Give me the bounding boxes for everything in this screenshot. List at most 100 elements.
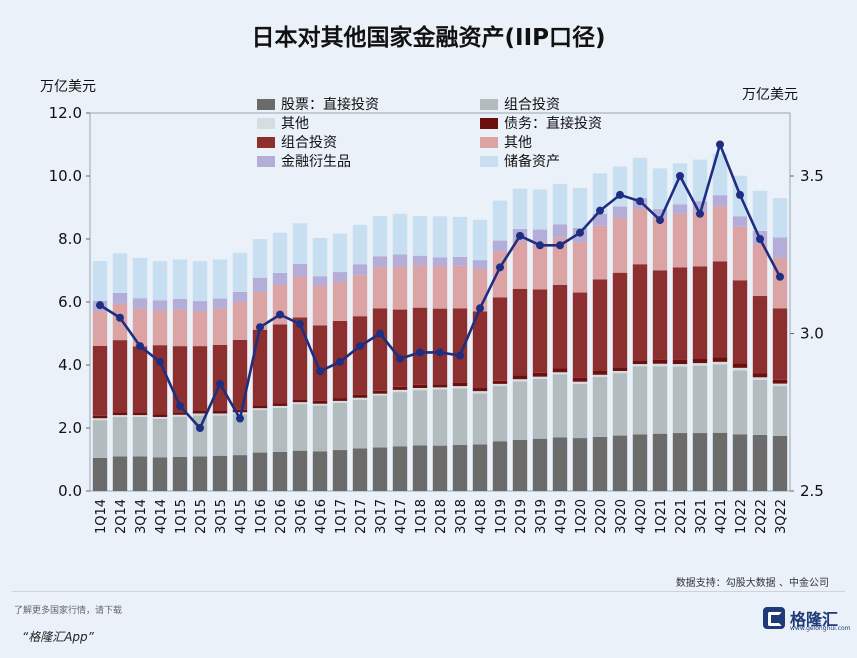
bar-segment xyxy=(512,381,528,440)
bar-segment xyxy=(112,340,128,413)
bar-segment xyxy=(692,433,708,491)
x-tick-label: 2Q21 xyxy=(674,499,689,534)
bar-segment xyxy=(652,363,668,367)
bar-segment xyxy=(192,413,208,416)
bar-segment xyxy=(112,412,128,416)
x-tick-label: 2Q17 xyxy=(354,499,369,534)
y-left-tick-label: 2.0 xyxy=(58,419,82,437)
bar-segment xyxy=(552,372,568,375)
bar-segment xyxy=(532,289,548,373)
bar-segment xyxy=(772,435,788,491)
x-tick-label: 2Q18 xyxy=(434,499,449,534)
legend-label: 债务：直接投资 xyxy=(504,115,602,132)
bar-segment xyxy=(312,276,328,286)
line-point xyxy=(296,320,304,329)
bar-segment xyxy=(92,261,108,301)
bar-segment xyxy=(372,267,388,309)
bar-segment xyxy=(172,309,188,347)
bar-segment xyxy=(272,403,288,406)
bar-segment xyxy=(112,415,128,417)
bar-segment xyxy=(152,457,168,491)
x-tick-label: 4Q17 xyxy=(394,499,409,534)
line-point xyxy=(636,197,644,206)
bar-segment xyxy=(312,451,328,491)
bar-segment xyxy=(412,307,428,385)
bar-segment xyxy=(592,376,608,437)
bar-segment xyxy=(412,216,428,256)
bar-segment xyxy=(292,404,308,451)
bar-segment xyxy=(752,379,768,435)
bar-segment xyxy=(332,450,348,491)
bar-segment xyxy=(492,240,508,252)
bar-segment xyxy=(312,403,328,406)
bar-segment xyxy=(432,384,448,388)
bar-segment xyxy=(312,325,328,401)
x-tick-label: 3Q17 xyxy=(374,499,389,534)
bar-segment xyxy=(132,257,148,299)
footer-divider xyxy=(12,591,845,592)
bar-segment xyxy=(732,370,748,435)
bar-segment xyxy=(752,434,768,491)
bar-segment xyxy=(132,415,148,417)
bar-segment xyxy=(752,377,768,380)
bar-segment xyxy=(212,415,228,456)
x-tick-label: 1Q17 xyxy=(334,499,349,534)
bar-segment xyxy=(592,225,608,280)
bar-segment xyxy=(232,414,248,456)
footer-app-name: “格隆汇App” xyxy=(22,630,94,644)
bar-segment xyxy=(112,456,128,491)
bar-segment xyxy=(212,308,228,345)
bar-segment xyxy=(232,339,248,410)
legend-label: 其他 xyxy=(504,135,532,151)
line-point xyxy=(256,323,264,332)
x-tick-label: 1Q14 xyxy=(94,499,109,534)
bar-segment xyxy=(172,456,188,491)
bar-segment xyxy=(432,387,448,390)
bar-segment xyxy=(152,414,168,417)
bar-segment xyxy=(292,450,308,491)
x-tick-label: 4Q19 xyxy=(554,499,569,534)
bar-segment xyxy=(552,368,568,373)
bar-segment xyxy=(712,153,728,196)
x-tick-label: 3Q19 xyxy=(534,499,549,534)
bar-segment xyxy=(512,288,528,376)
bar-segment xyxy=(172,259,188,299)
line-point xyxy=(696,209,704,218)
bar-segment xyxy=(632,366,648,435)
bar-segment xyxy=(352,264,368,276)
line-point xyxy=(356,342,364,351)
bar-segment xyxy=(272,273,288,285)
bar-segment xyxy=(712,432,728,491)
bar-segment xyxy=(532,438,548,491)
x-tick-label: 3Q21 xyxy=(694,499,709,534)
bar-segment xyxy=(152,310,168,346)
y-left-tick-label: 10.0 xyxy=(49,167,82,185)
bar-segment xyxy=(232,302,248,340)
bar-segment xyxy=(452,382,468,387)
legend-swatch xyxy=(257,137,275,148)
bar-segment xyxy=(612,272,628,368)
bar-segment xyxy=(252,452,268,491)
bar-segment xyxy=(212,413,228,416)
bar-segment xyxy=(532,372,548,377)
bar-segment xyxy=(732,367,748,371)
x-tick-label: 3Q18 xyxy=(454,499,469,534)
bar-segment xyxy=(152,261,168,301)
bar-segment xyxy=(452,386,468,389)
bar-segment xyxy=(352,275,368,317)
bar-segment xyxy=(372,256,388,268)
line-point xyxy=(216,379,224,388)
line-point xyxy=(316,367,324,376)
bar-segment xyxy=(592,213,608,226)
bar-segment xyxy=(372,308,388,391)
line-point xyxy=(436,348,444,357)
bar-segment xyxy=(352,397,368,400)
bar-segment xyxy=(652,433,668,491)
x-tick-label: 4Q16 xyxy=(314,499,329,534)
bar-segment xyxy=(272,324,288,404)
bar-segment xyxy=(672,204,688,214)
bar-segment xyxy=(252,408,268,411)
bar-segment xyxy=(632,360,648,365)
bar-segment xyxy=(432,445,448,491)
bar-segment xyxy=(772,383,788,387)
